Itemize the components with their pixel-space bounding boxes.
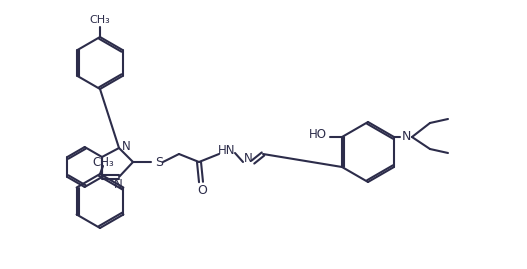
Text: N: N xyxy=(401,130,411,143)
Text: HO: HO xyxy=(309,129,327,141)
Text: HN: HN xyxy=(218,144,236,158)
Text: CH₃: CH₃ xyxy=(92,155,114,168)
Text: N: N xyxy=(114,178,122,190)
Text: N: N xyxy=(122,140,130,153)
Text: N: N xyxy=(243,153,252,165)
Text: S: S xyxy=(155,155,163,168)
Text: CH₃: CH₃ xyxy=(90,15,110,25)
Text: O: O xyxy=(197,183,207,196)
